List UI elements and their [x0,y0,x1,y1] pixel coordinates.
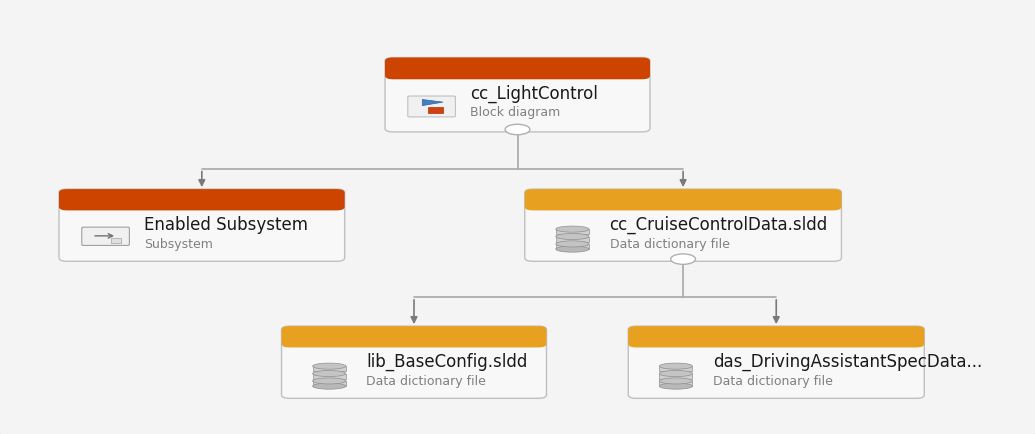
Bar [659,381,692,386]
Bar [556,237,589,242]
Text: das_DrivingAssistantSpecData...: das_DrivingAssistantSpecData... [713,352,982,370]
Ellipse shape [556,247,589,253]
Bar [659,374,692,379]
Ellipse shape [556,234,589,240]
Polygon shape [422,100,443,106]
FancyBboxPatch shape [282,326,546,398]
Bar [291,336,537,344]
Bar [428,108,443,114]
Ellipse shape [556,241,589,247]
Ellipse shape [659,371,692,377]
Ellipse shape [659,383,692,389]
Text: Block diagram: Block diagram [470,106,560,119]
FancyBboxPatch shape [59,190,345,262]
FancyBboxPatch shape [525,190,841,211]
Bar [556,230,589,235]
Bar [638,336,915,344]
Circle shape [505,125,530,135]
FancyBboxPatch shape [628,326,924,348]
Bar [313,381,346,386]
Bar [111,239,121,243]
Text: Data dictionary file: Data dictionary file [610,237,730,250]
Ellipse shape [313,371,346,377]
Text: Subsystem: Subsystem [144,237,213,250]
FancyBboxPatch shape [385,58,650,80]
Bar [313,374,346,379]
Bar [534,200,832,207]
Text: Data dictionary file: Data dictionary file [713,374,833,387]
Bar [313,366,346,372]
Ellipse shape [313,383,346,389]
Bar [68,200,335,207]
Ellipse shape [313,378,346,384]
Ellipse shape [556,227,589,233]
Ellipse shape [313,363,346,369]
FancyBboxPatch shape [628,326,924,398]
Text: lib_BaseConfig.sldd: lib_BaseConfig.sldd [366,352,528,370]
Text: Data dictionary file: Data dictionary file [366,374,486,387]
Text: Enabled Subsystem: Enabled Subsystem [144,215,307,233]
Bar [394,69,641,77]
Bar [556,244,589,250]
FancyBboxPatch shape [385,58,650,133]
Text: cc_CruiseControlData.sldd: cc_CruiseControlData.sldd [610,215,828,233]
Circle shape [671,254,696,265]
FancyBboxPatch shape [82,227,129,246]
Bar [659,366,692,372]
FancyBboxPatch shape [59,190,345,211]
FancyBboxPatch shape [282,326,546,348]
Text: cc_LightControl: cc_LightControl [470,85,598,103]
FancyBboxPatch shape [525,190,841,262]
FancyBboxPatch shape [408,97,455,118]
Ellipse shape [659,378,692,384]
Ellipse shape [659,363,692,369]
